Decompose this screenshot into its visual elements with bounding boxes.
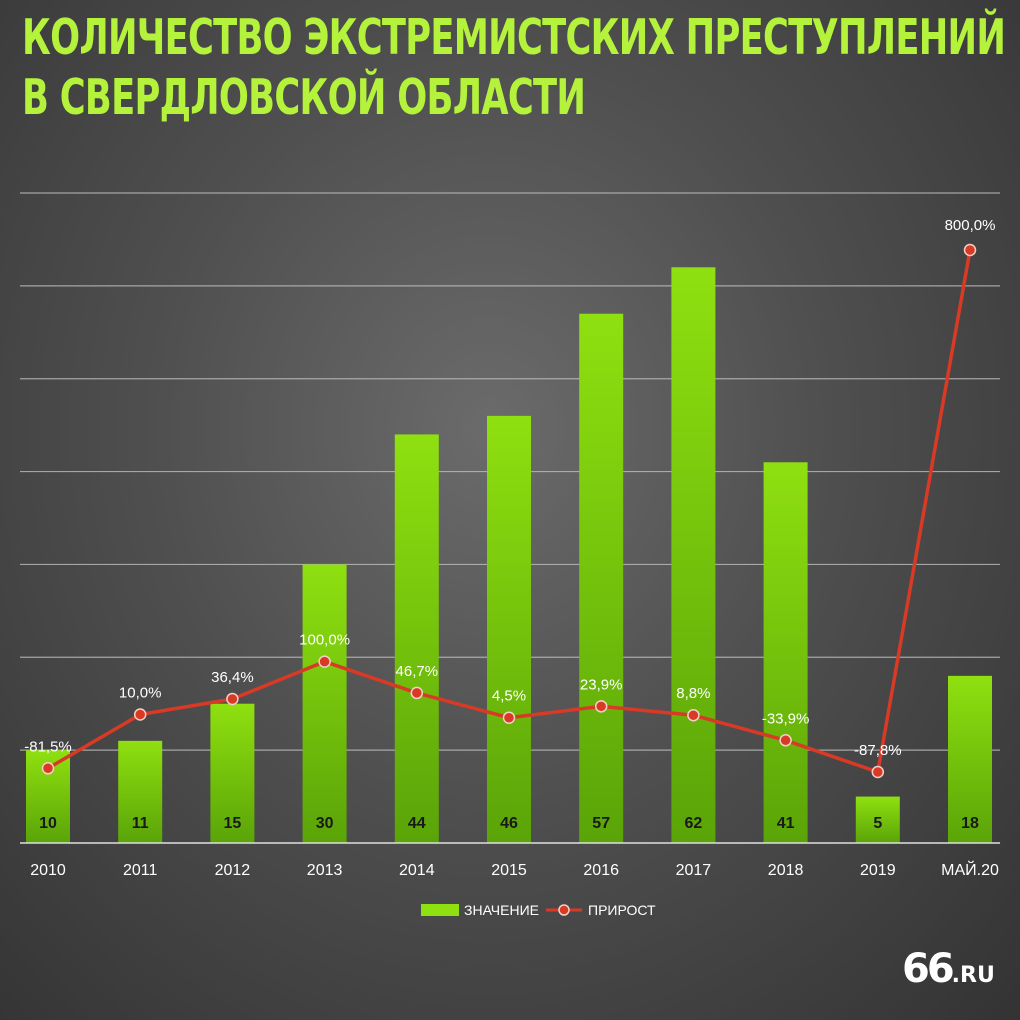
- bar: [855, 796, 900, 843]
- legend-bar-label: ЗНАЧЕНИЕ: [464, 902, 539, 918]
- legend-bar-swatch: [421, 904, 459, 916]
- bar: [763, 462, 808, 843]
- growth-point: [963, 243, 977, 257]
- bar-value-label: 11: [132, 815, 149, 832]
- growth-point: [318, 655, 331, 668]
- x-tick-label: МАЙ.20: [941, 860, 999, 879]
- growth-label: 10,0%: [119, 684, 162, 701]
- bar: [394, 434, 439, 843]
- growth-label: -87,8%: [854, 742, 902, 759]
- bar-value-label: 46: [500, 815, 518, 832]
- growth-label: 100,0%: [299, 632, 350, 649]
- bar-value-label: 41: [777, 815, 795, 832]
- x-tick-label: 2017: [676, 862, 712, 879]
- bar: [579, 313, 624, 843]
- legend-line-marker: [558, 904, 570, 916]
- x-tick-label: 2015: [491, 862, 527, 879]
- growth-label: -81,5%: [24, 738, 72, 755]
- bar-value-label: 57: [592, 815, 610, 832]
- growth-point: [687, 708, 700, 722]
- growth-label: 4,5%: [492, 688, 526, 705]
- bar-value-label: 62: [685, 815, 703, 832]
- bar-value-label: 18: [961, 815, 979, 832]
- x-tick-label: 2014: [399, 862, 435, 879]
- bar: [302, 564, 347, 843]
- x-tick-label: 2016: [583, 862, 619, 879]
- growth-point: [779, 734, 792, 747]
- x-tick-label: 2012: [215, 862, 251, 879]
- x-tick-label: 2019: [860, 862, 896, 879]
- growth-label: -33,9%: [762, 710, 810, 727]
- growth-point: [41, 762, 55, 775]
- brand-number: 66: [902, 946, 955, 992]
- bar-value-label: 30: [316, 815, 334, 832]
- bar-value-label: 15: [224, 815, 242, 832]
- title-line-2: В СВЕРДЛОВСКОЙ ОБЛАСТИ: [22, 69, 586, 126]
- bar: [948, 675, 992, 843]
- growth-label: 36,4%: [211, 669, 254, 686]
- growth-label: 8,8%: [676, 685, 710, 702]
- x-tick-label: 2013: [307, 862, 343, 879]
- brand-domain: .RU: [951, 963, 995, 988]
- bar: [487, 415, 531, 843]
- legend-line-label: ПРИРОСТ: [588, 902, 656, 918]
- growth-point: [502, 711, 516, 724]
- growth-label: 800,0%: [945, 217, 996, 234]
- x-tick-label: 2018: [768, 862, 804, 879]
- bar: [210, 703, 255, 843]
- growth-label: 23,9%: [580, 676, 623, 693]
- growth-point: [594, 700, 608, 713]
- growth-label: 46,7%: [396, 663, 439, 680]
- x-tick-label: 2011: [123, 862, 158, 879]
- bar-value-label: 44: [408, 815, 426, 832]
- growth-point: [133, 708, 147, 721]
- growth-point: [410, 686, 424, 700]
- bar-value-label: 10: [39, 815, 57, 832]
- bar-value-label: 5: [873, 815, 882, 832]
- growth-point: [871, 765, 885, 779]
- brand-logo: 66.RU: [902, 946, 995, 992]
- growth-point: [226, 692, 239, 706]
- bar: [671, 267, 716, 843]
- bar: [118, 740, 163, 843]
- x-tick-label: 2010: [30, 862, 66, 879]
